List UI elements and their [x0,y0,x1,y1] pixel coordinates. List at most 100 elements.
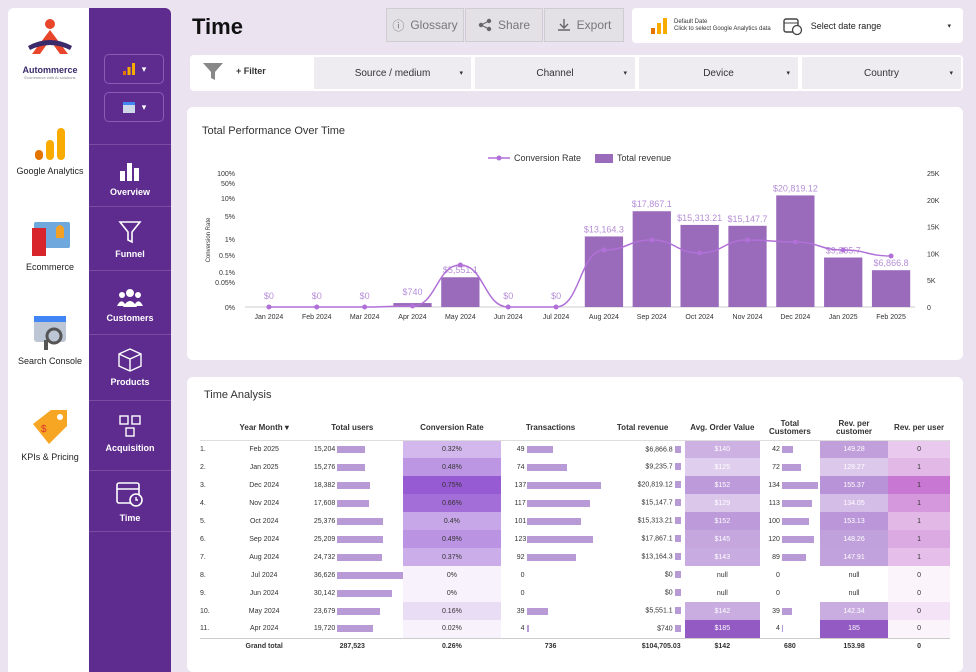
column-header[interactable]: Total Customers [759,416,820,441]
search-console-icon [34,316,66,350]
table-row[interactable]: 8. Jul 2024 36,626 0% 0 $0 null 0 null 0 [200,566,950,584]
cell-value: 17,608 [313,499,336,507]
download-icon [557,19,570,31]
table-row[interactable]: 1. Feb 2025 15,204 0.32% 49 $6,866.8 $140 42 149… [200,440,950,458]
cell-value: $17,867.1 [641,535,673,543]
cell-avg-order-value: $140 [684,440,760,458]
legend-conversion-rate[interactable]: Conversion Rate [488,153,581,163]
nav-ecommerce[interactable]: Ecommerce [8,212,92,272]
cell-month: Sep 2024 [249,535,280,543]
date-range-control[interactable]: Default Date Click to select Google Anal… [632,8,963,43]
row-index: 11. [200,625,210,633]
header-index [200,416,228,441]
cell-value: 42 [772,445,780,453]
table-row[interactable]: 3. Dec 2024 18,382 0.75% 137 $20,819.12 $152 13… [200,476,950,494]
nav-funnel[interactable]: Funnel [89,206,171,268]
cell-value: 134 [768,481,780,489]
table-row[interactable]: 5. Oct 2024 25,376 0.4% 101 $15,313.21 $152 100… [200,512,950,530]
column-header[interactable]: Total revenue [600,416,685,441]
column-header[interactable]: Avg. Order Value [684,416,760,441]
data-bar [337,571,404,579]
nav-google-analytics[interactable]: Google Analytics [8,116,92,176]
filter-label: + Filter [236,66,266,76]
table-row[interactable]: 7. Aug 2024 24,732 0.37% 92 $13,164.3 $143 89 14… [200,548,950,566]
data-bar [337,481,371,489]
table-row[interactable]: 6. Sep 2024 25,209 0.49% 123 $17,867.1 $145 120… [200,530,950,548]
filter-channel[interactable]: Channel ▾ [475,57,637,89]
share-button[interactable]: Share [465,8,543,42]
cell-customers: 89 [760,548,820,566]
calendar-icon [783,17,802,35]
chart-title: Total Performance Over Time [202,125,346,137]
cell-rev-per-user: 0 [888,566,950,584]
nav-kpis-pricing[interactable]: $ KPIs & Pricing [8,402,92,462]
add-filter-button[interactable]: + Filter [202,61,266,81]
cell-users: 25,209 [301,530,403,548]
export-button[interactable]: Export [544,8,624,42]
nav-products[interactable]: Products [89,334,171,396]
brand-logo[interactable]: Autommerce Ecommerce with AI solutions [8,16,92,80]
glossary-button[interactable]: ⓘ Glossary [386,8,464,42]
cell-month: Dec 2024 [249,481,280,489]
data-bar [526,499,590,507]
column-header[interactable]: Conversion Rate [403,416,501,441]
data-bar [337,589,392,597]
nav-time[interactable]: Time [89,470,171,532]
data-bar [526,607,548,615]
nav-overview[interactable]: Overview [89,144,171,206]
filter-country[interactable]: Country ▾ [802,57,961,89]
cell-users: 19,720 [301,620,403,638]
nav-label: Customers [106,313,154,323]
cell-customers: 39 [760,602,820,620]
table-row[interactable]: 10. May 2024 23,679 0.16% 39 $5,551.1 $142 39 14… [200,602,950,620]
data-bar [337,625,373,633]
column-header[interactable]: Transactions [500,416,601,441]
page-title: Time [192,14,243,39]
cell-revenue: $13,164.3 [601,548,685,566]
cell-users: 17,608 [301,494,403,512]
column-header[interactable]: Rev. per customer [819,416,889,441]
cell-revenue: $6,866.8 [601,440,685,458]
cell-value: 120 [768,535,780,543]
cell-rev-per-customer: 134.05 [819,494,889,512]
cell-value: 4 [520,625,525,633]
info-icon: ⓘ [392,18,405,33]
grand-total-row: Grand total 287,523 0.26% 736 $104,705.03 $14… [200,637,950,654]
nav-customers[interactable]: Customers [89,270,171,332]
legend-total-revenue[interactable]: Total revenue [595,153,671,163]
price-tag-icon: $ [33,410,67,444]
column-header[interactable]: Total users [301,416,404,441]
table-row[interactable]: 2. Jan 2025 15,276 0.48% 74 $9,235.7 $125 72 128… [200,458,950,476]
box-icon [118,348,142,372]
users-icon [117,289,143,307]
column-header[interactable]: Year Month ▾ [227,416,302,441]
data-source-selector[interactable]: ▾ [104,54,164,84]
data-bar [781,481,818,489]
grand-customers: 680 [759,637,820,654]
cell-rev-per-customer: null [848,589,860,597]
filter-source-medium[interactable]: Source / medium ▾ [314,57,473,89]
table-row[interactable]: 4. Nov 2024 17,608 0.66% 117 $15,147.7 $129 113… [200,494,950,512]
nav-search-console[interactable]: Search Console [8,306,92,366]
cell-transactions: 137 [501,476,601,494]
column-header[interactable]: Rev. per user [888,416,950,441]
row-index: 2. [200,463,206,471]
cell-conversion-rate: 0.66% [403,494,501,512]
cell-month: Apr 2024 [249,625,279,633]
cell-value: 123 [514,535,527,543]
ecommerce-icon [32,222,70,256]
store-selector[interactable]: ▾ [104,92,164,122]
nav-acquisition[interactable]: Acquisition [89,400,171,462]
nav-label: Overview [109,187,151,197]
table-row[interactable]: 11. Apr 2024 19,720 0.02% 4 $740 $185 4 185 0 [200,620,950,638]
cell-users: 36,626 [301,566,404,584]
google-analytics-icon [35,128,65,160]
cell-value: 15,204 [313,445,336,453]
grand-users: 287,523 [301,637,404,654]
cell-avg-order-value: null [716,571,728,579]
grand-label: Grand total [227,637,302,654]
table-row[interactable]: 9. Jun 2024 30,142 0% 0 $0 null 0 null 0 [200,584,950,602]
filter-device[interactable]: Device ▾ [639,57,800,89]
cell-revenue: $5,551.1 [601,602,685,620]
data-bar [337,445,365,453]
